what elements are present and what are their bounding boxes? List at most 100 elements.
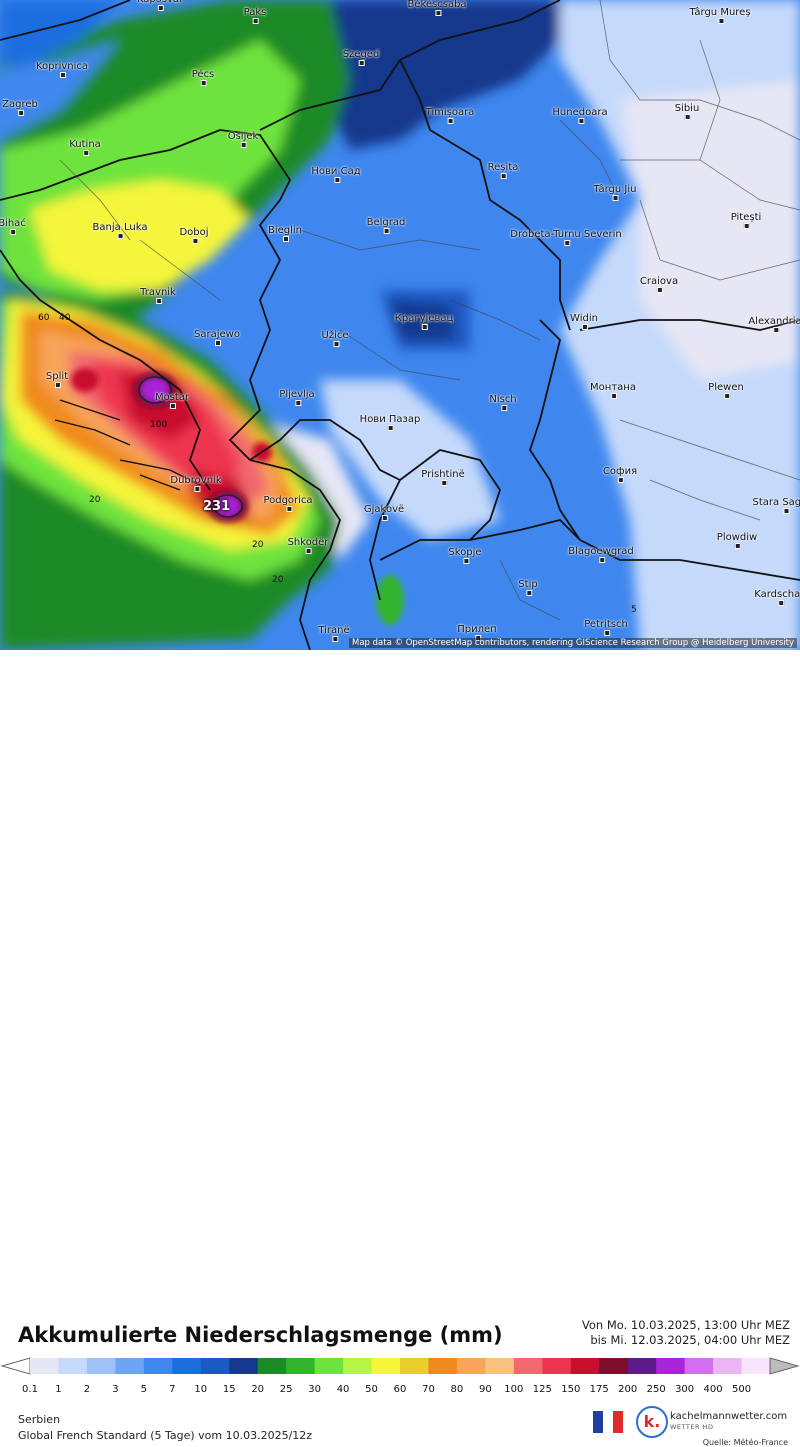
city-label: Petritsch: [584, 619, 628, 630]
city-label: Podgorica: [263, 495, 312, 506]
brand-name[interactable]: kachelmannwetter.com: [670, 1411, 787, 1422]
city-marker-icon: [388, 425, 394, 431]
city-marker-icon: [501, 405, 507, 411]
city-label: Pitești: [731, 212, 762, 223]
legend-footer: Akkumulierte Niederschlagsmenge (mm) Von…: [0, 650, 800, 800]
scale-swatch: [713, 1358, 742, 1374]
kachelmann-logo-icon[interactable]: k.: [636, 1406, 668, 1438]
scale-swatch: [229, 1358, 258, 1374]
scale-swatch: [571, 1358, 600, 1374]
city-marker-icon: [359, 60, 365, 66]
model-info: Global French Standard (5 Tage) vom 10.0…: [18, 1429, 312, 1442]
city-marker-icon: [657, 287, 663, 293]
scale-swatch: [457, 1358, 486, 1374]
city-marker-icon: [60, 72, 66, 78]
city-label: Mostar: [155, 392, 189, 403]
scale-swatch: [258, 1358, 287, 1374]
scale-tick-label: 100: [504, 1384, 523, 1395]
scale-tick-label: 5: [141, 1384, 147, 1395]
city-label: Stip: [518, 579, 537, 590]
city-marker-icon: [156, 298, 162, 304]
scale-swatch: [172, 1358, 201, 1374]
city-marker-icon: [333, 341, 339, 347]
scale-min-arrow: [2, 1358, 30, 1374]
city-label: Прилеп: [457, 624, 496, 635]
city-marker-icon: [253, 18, 259, 24]
city-label: Монтана: [590, 382, 636, 393]
city-label: Bieglin: [268, 225, 302, 236]
city-marker-icon: [564, 240, 570, 246]
city-label: Szeged: [343, 49, 380, 60]
city-marker-icon: [382, 515, 388, 521]
city-marker-icon: [435, 10, 441, 16]
scale-swatch: [115, 1358, 144, 1374]
city-label: Shkodër: [288, 537, 329, 548]
city-label: Pljevlja: [279, 389, 314, 400]
flag-stripe-blue: [593, 1411, 603, 1433]
city-label: Dubrovnik: [170, 475, 221, 486]
city-marker-icon: [306, 548, 312, 554]
city-marker-icon: [604, 630, 610, 636]
scale-swatch: [372, 1358, 401, 1374]
flag-stripe-white: [603, 1411, 613, 1433]
city-label: Blagoewgrad: [568, 546, 634, 557]
city-label: Banja Luka: [93, 222, 148, 233]
scale-tick-label: 250: [647, 1384, 666, 1395]
scale-swatch: [87, 1358, 116, 1374]
city-label: Paks: [244, 7, 267, 18]
city-label: Zagreb: [2, 99, 38, 110]
legend-title: Akkumulierte Niederschlagsmenge (mm): [18, 1323, 503, 1347]
city-marker-icon: [463, 558, 469, 564]
city-label: Kutina: [69, 139, 101, 150]
color-scale-bar: [0, 1356, 800, 1376]
city-marker-icon: [295, 400, 301, 406]
scale-tick-label: 50: [365, 1384, 378, 1395]
scale-swatch: [30, 1358, 59, 1374]
city-marker-icon: [744, 223, 750, 229]
scale-tick-label: 40: [337, 1384, 350, 1395]
scale-tick-label: 300: [675, 1384, 694, 1395]
city-marker-icon: [618, 477, 624, 483]
city-label: Sarajewo: [194, 329, 240, 340]
city-marker-icon: [283, 236, 289, 242]
city-marker-icon: [783, 508, 789, 514]
city-marker-icon: [334, 177, 340, 183]
city-marker-icon: [578, 118, 584, 124]
city-marker-icon: [158, 5, 164, 11]
city-marker-icon: [611, 393, 617, 399]
scale-tick-label: 200: [618, 1384, 637, 1395]
region-name: Serbien: [18, 1413, 60, 1426]
scale-tick-label: 90: [479, 1384, 492, 1395]
scale-tick-label: 500: [732, 1384, 751, 1395]
city-marker-icon: [778, 600, 784, 606]
scale-swatch: [58, 1358, 87, 1374]
city-marker-icon: [241, 142, 247, 148]
city-marker-icon: [735, 543, 741, 549]
scale-swatch: [144, 1358, 173, 1374]
scale-swatch: [400, 1358, 429, 1374]
city-label: Widin: [570, 313, 598, 324]
city-marker-icon: [685, 114, 691, 120]
max-value-label: 231: [203, 499, 230, 514]
city-label: Kaposvár: [137, 0, 183, 5]
city-label: Békéscsaba: [407, 0, 466, 10]
scale-swatch: [628, 1358, 657, 1374]
city-label: София: [603, 466, 637, 477]
city-marker-icon: [773, 327, 779, 333]
contour-label: 20: [89, 495, 100, 505]
city-label: Sibiu: [675, 103, 700, 114]
city-marker-icon: [384, 228, 390, 234]
contour-label: 60: [38, 313, 49, 323]
scale-tick-label: 25: [280, 1384, 293, 1395]
scale-swatch: [428, 1358, 457, 1374]
scale-swatch: [343, 1358, 372, 1374]
scale-swatch: [685, 1358, 714, 1374]
period-start: Von Mo. 10.03.2025, 13:00 Uhr MEZ: [582, 1318, 790, 1333]
contour-label: 5: [631, 605, 637, 615]
city-label: Нови Сад: [311, 166, 360, 177]
city-marker-icon: [718, 18, 724, 24]
contour-label: 20: [252, 540, 263, 550]
city-label: Skopje: [448, 547, 481, 558]
scale-swatch: [201, 1358, 230, 1374]
